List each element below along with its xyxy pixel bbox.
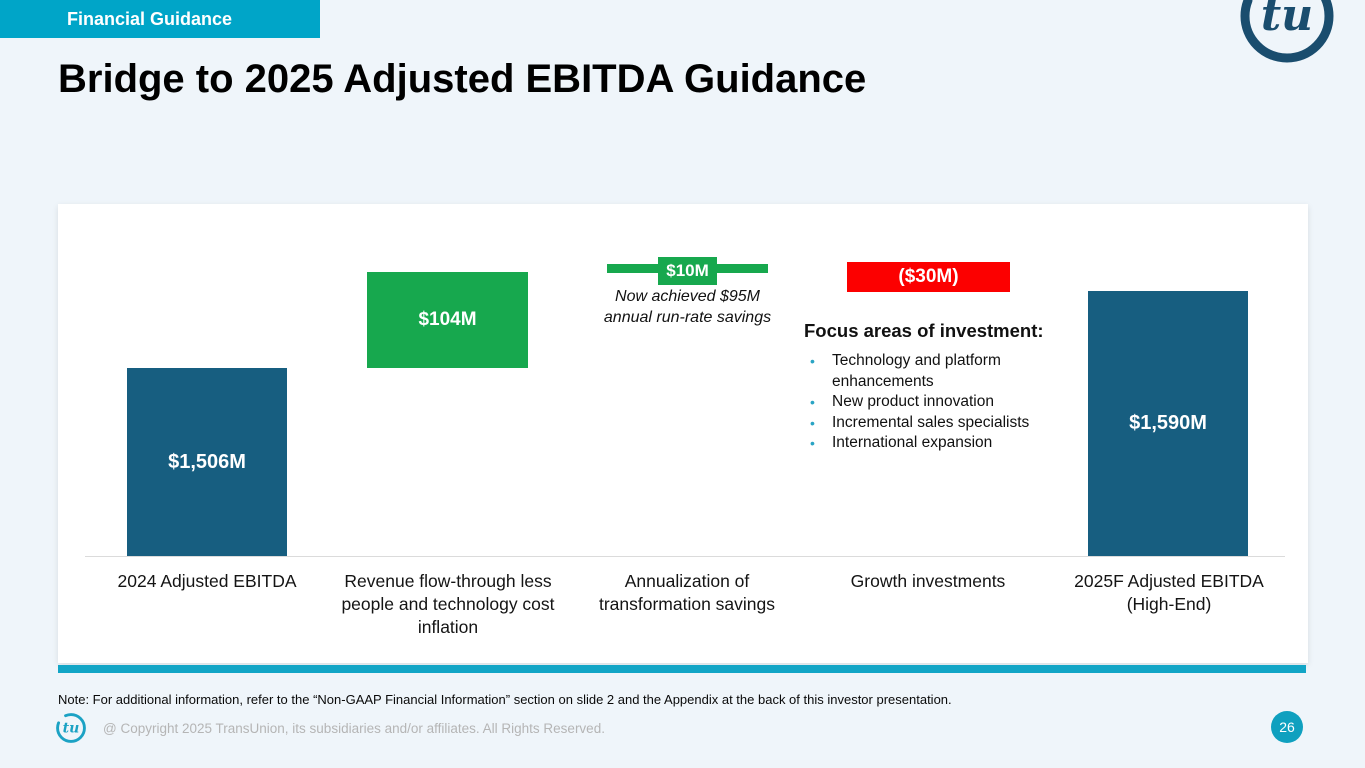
runrate-annotation: Now achieved $95M annual run-rate saving…: [585, 286, 790, 328]
list-item: • International expansion: [810, 433, 1040, 454]
list-item-label: Technology and platform enhancements: [832, 352, 1001, 390]
list-item-label: International expansion: [832, 434, 993, 451]
bullet-icon: •: [810, 414, 815, 431]
transunion-logo-icon: tu: [1240, 0, 1334, 63]
bar-value-label: $104M: [418, 309, 477, 330]
transunion-footer-logo-icon: tu: [56, 713, 86, 743]
category-label-2024-adjusted-ebitda: 2024 Adjusted EBITDA: [117, 571, 297, 591]
category-label-annualization-savings: Annualization of transformation savings: [598, 571, 776, 614]
chart-card: $1,506M $104M $10M Now achieved $95M ann…: [58, 204, 1308, 663]
page-number: 26: [1279, 719, 1295, 735]
runrate-annotation-line1: Now achieved $95M: [615, 288, 760, 305]
bullet-icon: •: [810, 435, 815, 451]
bar-growth-investments: ($30M): [847, 262, 1010, 292]
card-accent-strip: [58, 665, 1306, 673]
chart-baseline: [85, 556, 1285, 557]
footnote: Note: For additional information, refer …: [58, 692, 952, 707]
bullet-icon: •: [810, 353, 815, 369]
page-title: Bridge to 2025 Adjusted EBITDA Guidance: [58, 57, 867, 101]
bar-revenue-flow-through: $104M: [367, 272, 528, 368]
list-item: • Technology and platform enhancements: [810, 351, 1040, 392]
page-number-badge: 26: [1271, 711, 1303, 743]
focus-areas-list: • Technology and platform enhancements •…: [810, 351, 1040, 454]
logo-text: tu: [1261, 0, 1313, 41]
list-item: • New product innovation: [810, 392, 1040, 413]
runrate-annotation-line2: annual run-rate savings: [603, 309, 772, 326]
list-item: • Incremental sales specialists: [810, 413, 1040, 434]
bar-value-label: $10M: [666, 261, 709, 280]
bar-value-label: $1,506M: [168, 450, 246, 473]
list-item-label: New product innovation: [832, 393, 994, 410]
kicker-banner: Financial Guidance: [0, 0, 320, 38]
focus-areas-heading: Focus areas of investment:: [804, 320, 1044, 341]
bar-2025f-adjusted-ebitda: $1,590M: [1088, 291, 1248, 556]
bar-value-label: $1,590M: [1129, 412, 1207, 434]
category-label-revenue-flow-through: Revenue flow-through less people and tec…: [341, 571, 555, 637]
bar-2024-adjusted-ebitda: $1,506M: [127, 368, 287, 556]
category-label-growth-investments: Growth investments: [850, 571, 1006, 591]
category-label-2025f-adjusted-ebitda: 2025F Adjusted EBITDA (High-End): [1074, 571, 1264, 614]
bar-value-label: ($30M): [898, 266, 959, 287]
bar-annualization-savings-label-box: $10M: [658, 257, 717, 285]
list-item-label: Incremental sales specialists: [832, 413, 1030, 431]
bullet-icon: •: [810, 394, 815, 410]
footer-logo-text: tu: [63, 720, 80, 736]
copyright-text: @ Copyright 2025 TransUnion, its subsidi…: [103, 721, 605, 736]
